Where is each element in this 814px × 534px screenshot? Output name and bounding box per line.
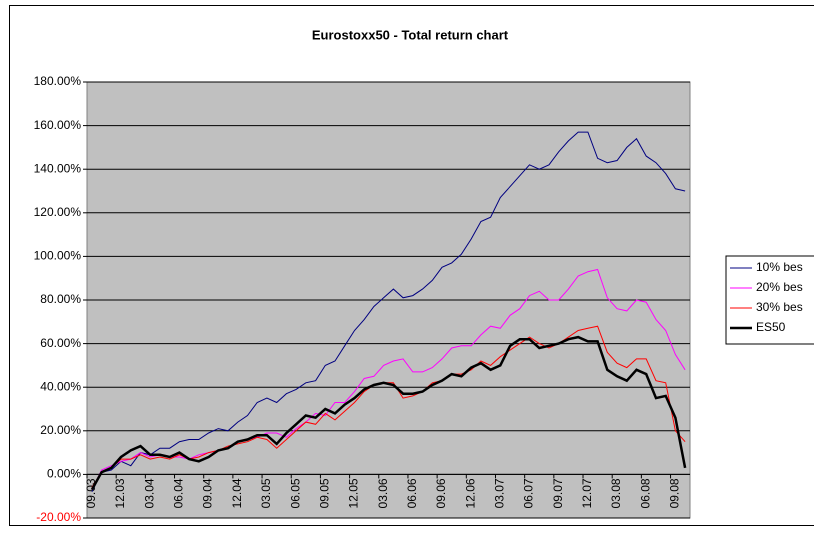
- y-tick-label: 40.00%: [40, 379, 81, 393]
- y-tick-label: 100.00%: [34, 249, 82, 263]
- x-tick-label: 09.04: [201, 478, 215, 508]
- y-tick-label: 120.00%: [34, 205, 82, 219]
- legend-label: 20% bes: [756, 280, 803, 294]
- legend-label: 10% bes: [756, 260, 803, 274]
- y-tick-label: 160.00%: [34, 118, 82, 132]
- y-tick-label: 0.00%: [47, 467, 81, 481]
- x-tick-label: 09.05: [317, 478, 331, 508]
- x-tick-label: 12.06: [463, 478, 477, 508]
- series-line: [91, 131, 686, 493]
- x-tick-label: 06.04: [172, 478, 186, 508]
- legend-box: [725, 255, 814, 345]
- y-tick-label: 20.00%: [40, 423, 81, 437]
- x-tick-label: 03.05: [259, 478, 273, 508]
- x-tick-label: 03.08: [609, 478, 623, 508]
- x-tick-label: 06.05: [288, 478, 302, 508]
- x-tick-label: 03.06: [376, 478, 390, 508]
- y-tick-label: 140.00%: [34, 161, 82, 175]
- chart-title: Eurostoxx50 - Total return chart: [312, 27, 509, 42]
- x-tick-label: 03.07: [493, 478, 507, 508]
- x-tick-label: 09.06: [434, 478, 448, 508]
- x-tick-label: 06.07: [522, 478, 536, 508]
- series-line: [90, 335, 687, 491]
- x-tick-label: 12.03: [113, 478, 127, 508]
- x-tick-label: 12.07: [580, 478, 594, 508]
- x-tick-label: 09.08: [668, 478, 682, 508]
- y-tick-label: 180.00%: [34, 74, 82, 88]
- x-tick-label: 06.06: [405, 478, 419, 508]
- x-tick-label: 06.08: [638, 478, 652, 508]
- x-tick-label: 12.05: [347, 478, 361, 508]
- y-tick-label: 80.00%: [40, 292, 81, 306]
- y-tick-label: -20.00%: [36, 510, 81, 524]
- x-tick-label: 03.04: [142, 478, 156, 508]
- y-tick-label: 60.00%: [40, 336, 81, 350]
- x-tick-label: 12.04: [230, 478, 244, 508]
- legend-label: ES50: [756, 320, 786, 334]
- x-tick-label: 09.07: [551, 478, 565, 508]
- legend-label: 30% bes: [756, 300, 803, 314]
